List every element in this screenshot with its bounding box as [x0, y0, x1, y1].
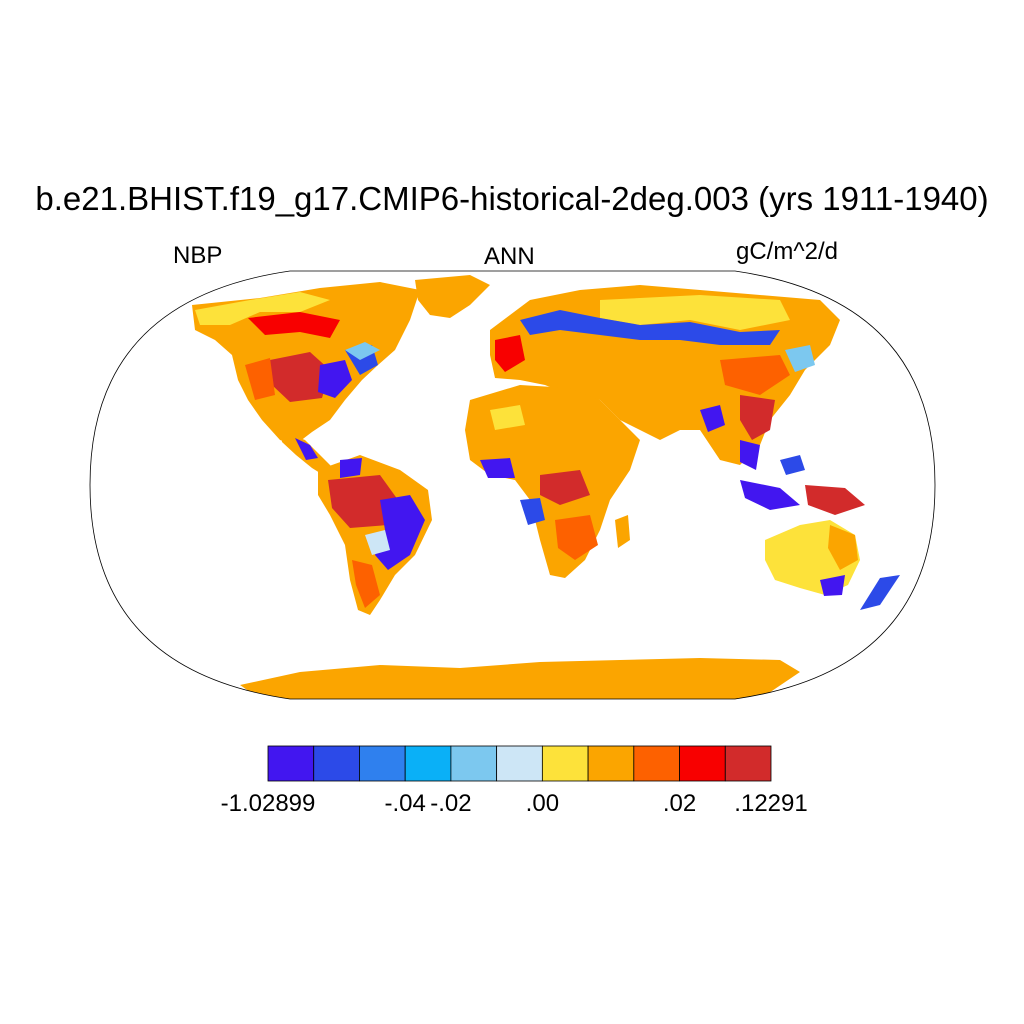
- colorbar-swatch: [267, 745, 315, 782]
- units-label: gC/m^2/d: [736, 238, 838, 265]
- colorbar-tick-label: .00: [525, 790, 560, 817]
- colorbar-swatch: [359, 745, 406, 782]
- land-field: [192, 275, 900, 699]
- colorbar-swatch: [541, 745, 589, 782]
- colorbar-tick-label: .02: [662, 790, 697, 817]
- map-boundary: [89, 270, 936, 700]
- colorbar-tick-label: -1.02899: [220, 790, 316, 817]
- colorbar-swatch: [679, 745, 726, 782]
- colorbar-swatch: [496, 745, 543, 782]
- colorbar-swatch: [724, 745, 772, 782]
- colorbar-tick-label: -.02: [430, 790, 472, 817]
- season-label: ANN: [484, 243, 535, 270]
- colorbar-tick-label: -.04: [384, 790, 426, 817]
- map-title: b.e21.BHIST.f19_g17.CMIP6-historical-2de…: [35, 180, 989, 217]
- variable-label: NBP: [173, 242, 223, 269]
- colorbar-swatch: [313, 745, 360, 782]
- antarctica: [240, 658, 800, 699]
- greenland: [415, 275, 490, 318]
- colorbar-swatch: [404, 745, 452, 782]
- colorbar-swatch: [633, 745, 680, 782]
- colorbar: [267, 745, 772, 782]
- colorbar-swatch: [587, 745, 635, 782]
- colorbar-swatch: [450, 745, 498, 782]
- colorbar-tick-label: .12291: [734, 790, 808, 817]
